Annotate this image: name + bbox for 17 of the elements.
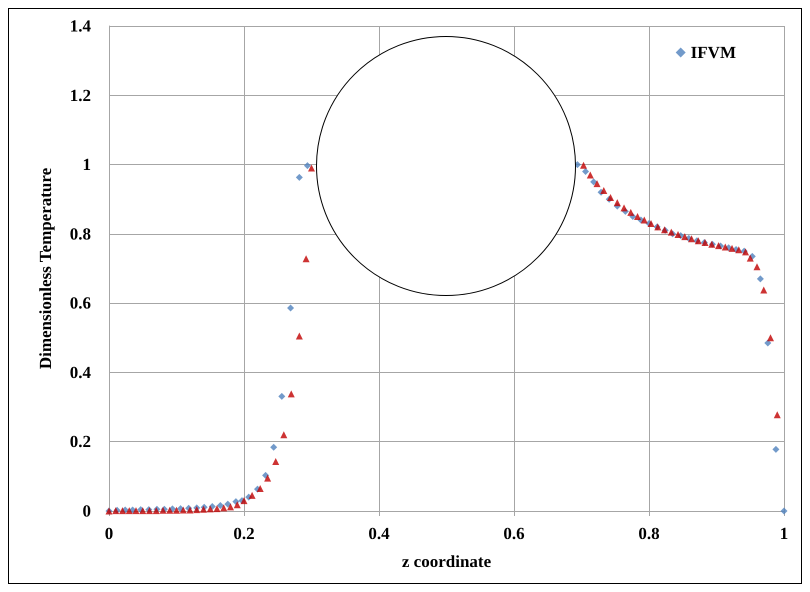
x-tick-label: 0 <box>104 524 114 543</box>
x-tick-label: 0.2 <box>233 524 255 543</box>
y-tick-label: 0.8 <box>70 224 91 244</box>
y-axis-title: Dimensionless Temperature <box>36 167 55 370</box>
legend-label: IFVM <box>690 43 736 62</box>
y-tick-label: 1.4 <box>70 16 92 36</box>
x-axis-title: z coordinate <box>402 552 492 571</box>
x-tick-label: 1 <box>780 524 788 543</box>
y-tick-label: 0.4 <box>70 362 92 382</box>
x-tick-label: 0.6 <box>503 524 525 543</box>
y-tick-label: 1 <box>82 155 91 174</box>
y-tick-label: 1.2 <box>70 86 91 105</box>
y-tick-label: 0.2 <box>70 432 91 452</box>
y-tick-label: 0.6 <box>70 294 91 313</box>
y-tick-label: 0 <box>82 502 91 520</box>
x-tick-label: 0.4 <box>368 524 390 543</box>
x-tick-label: 0.8 <box>638 524 660 543</box>
